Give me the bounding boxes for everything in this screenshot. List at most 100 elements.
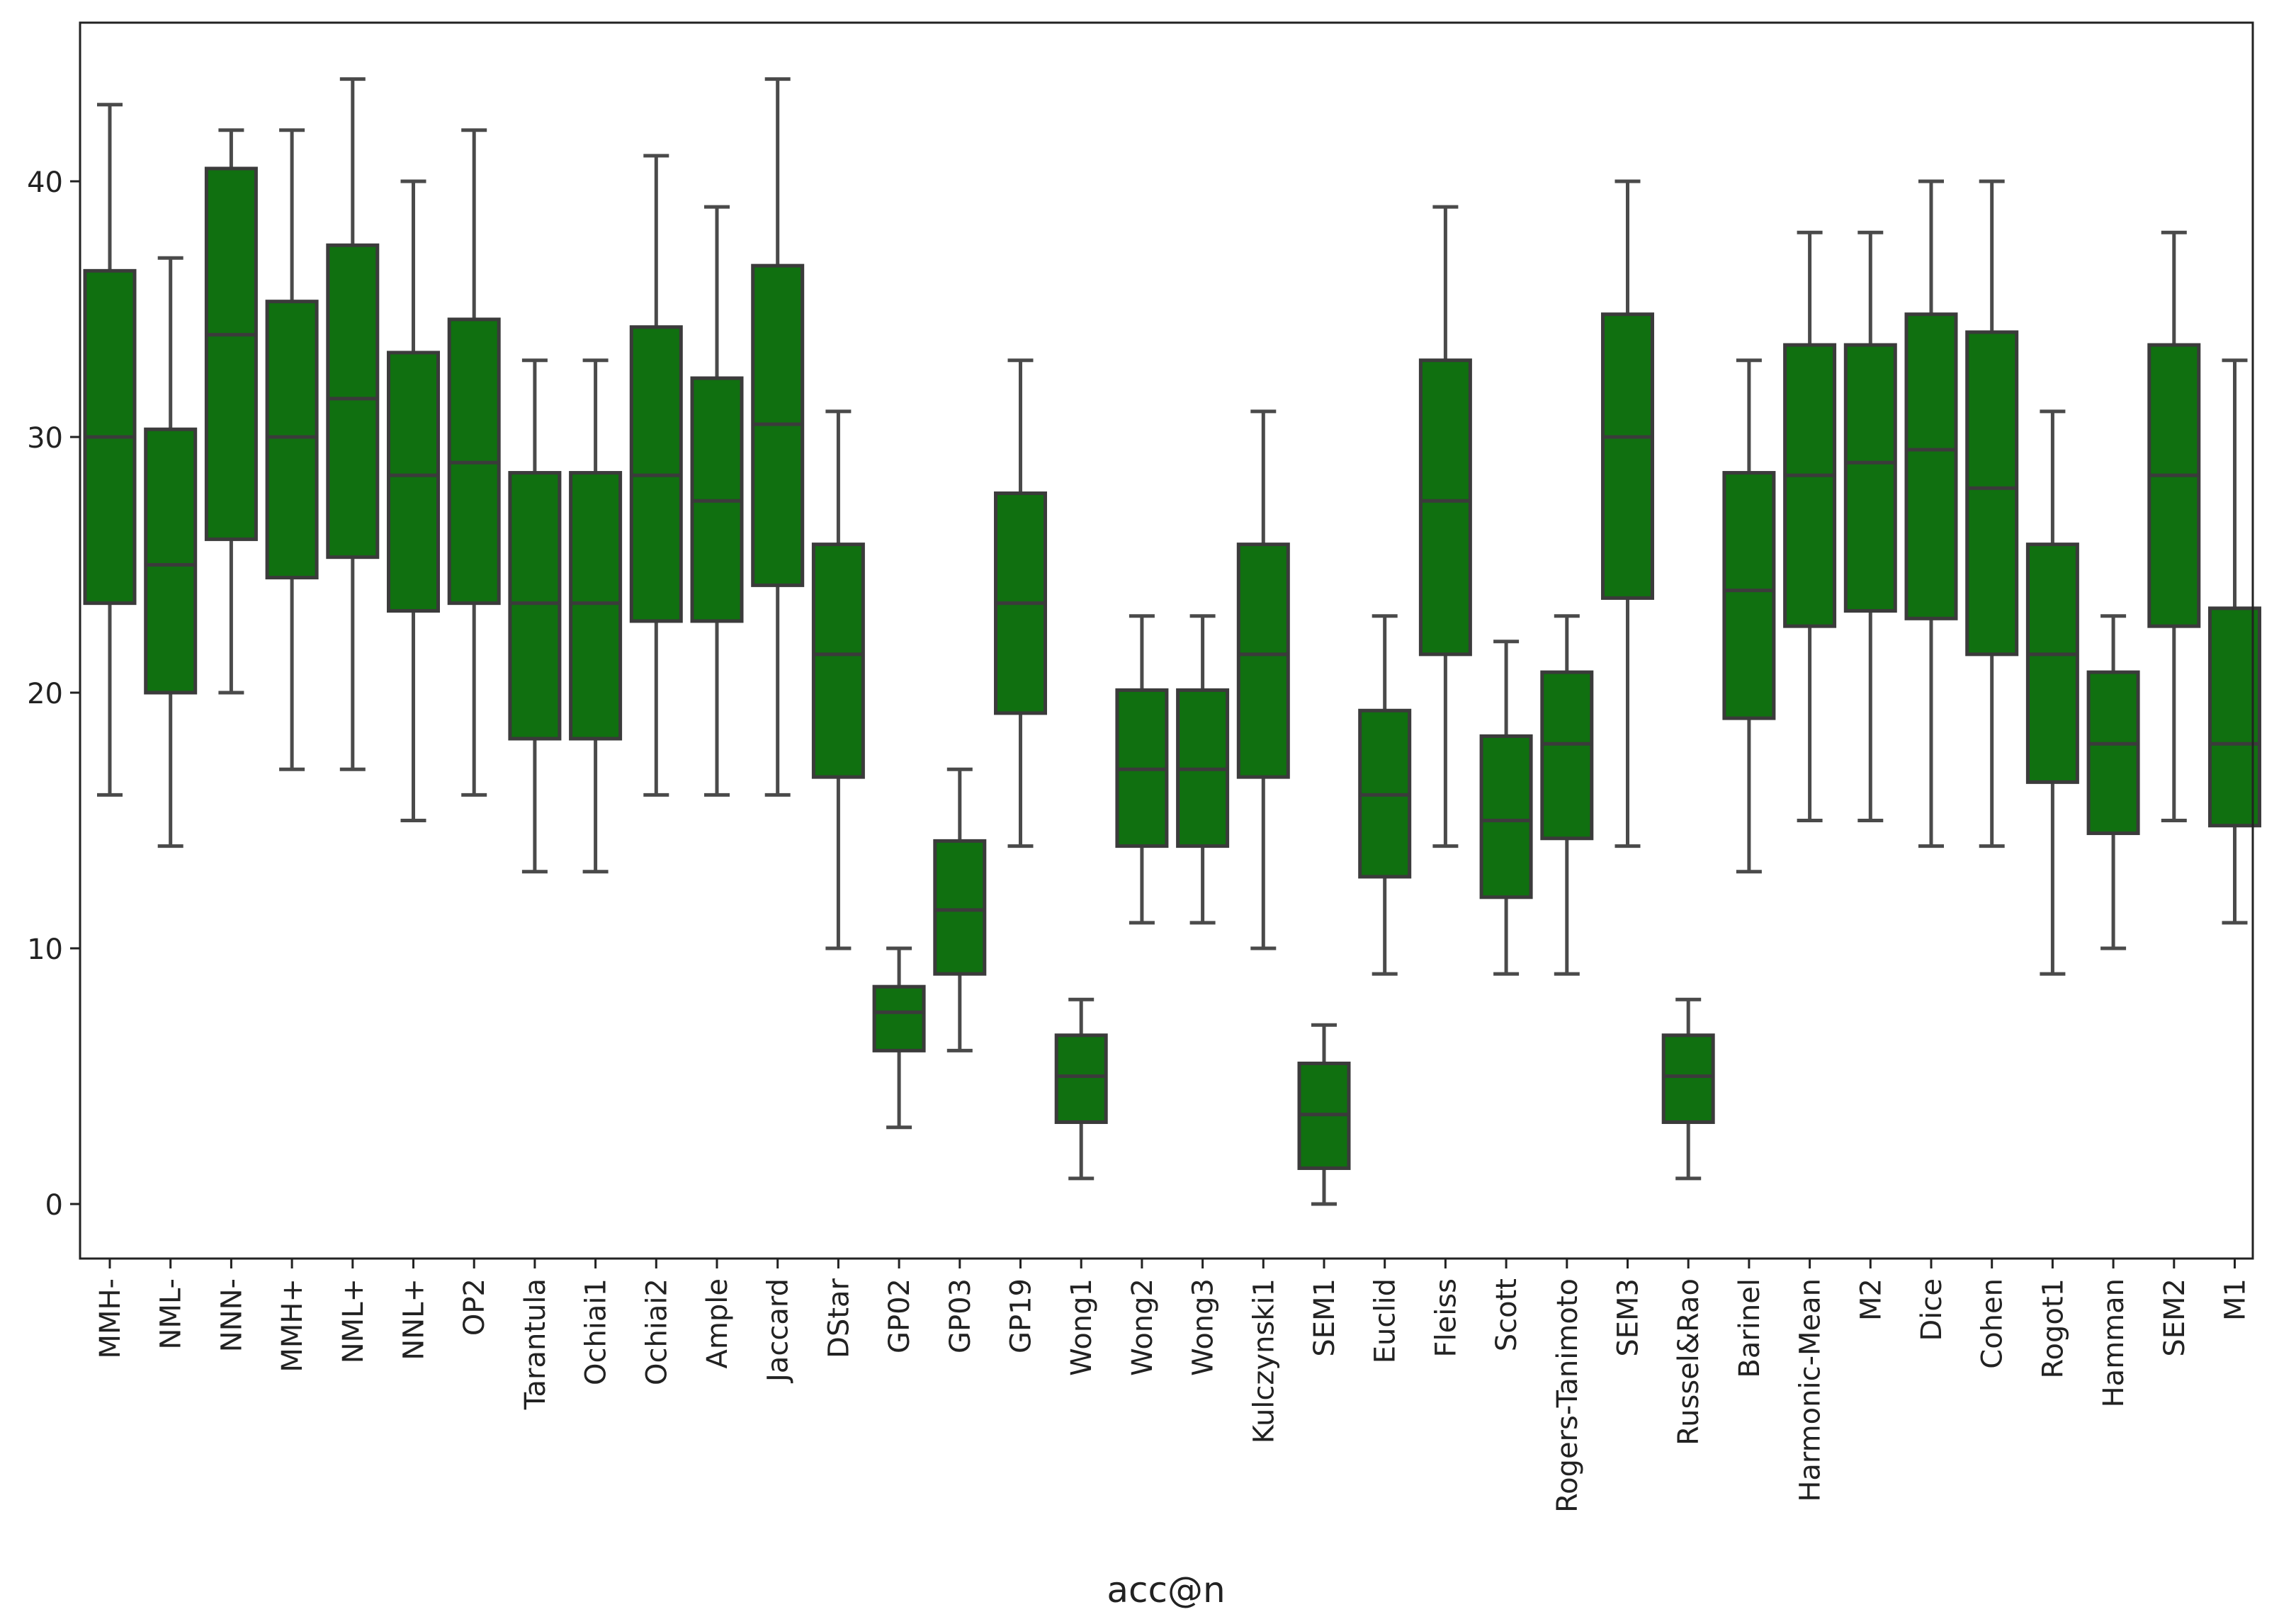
box-Tarantula	[508, 358, 562, 874]
box-iqr	[1722, 471, 1776, 720]
box-Ample	[690, 205, 744, 797]
boxes-layer	[83, 77, 2261, 1206]
x-tick-label: Wong2	[1126, 1278, 1159, 1376]
box-iqr	[2086, 670, 2140, 836]
box-Ochiai1	[569, 358, 623, 874]
box-Rogers-Tanimoto	[1540, 614, 1594, 976]
box-Rogot1	[2025, 409, 2079, 976]
box-iqr	[1661, 1033, 1715, 1124]
box-OP2	[447, 128, 501, 797]
x-tick-label: Hamman	[2098, 1278, 2130, 1407]
box-SEM2	[2147, 230, 2201, 822]
box-iqr	[2147, 343, 2201, 628]
box-Russel&Rao	[1661, 997, 1715, 1181]
x-tick-label: Kulczynski1	[1248, 1278, 1280, 1443]
x-tick-label: Fleiss	[1430, 1278, 1462, 1358]
box-iqr	[508, 471, 562, 741]
x-tick-label: SEM1	[1308, 1278, 1341, 1357]
x-tick-label: Euclid	[1369, 1278, 1402, 1363]
box-DStar	[811, 409, 865, 950]
box-Wong3	[1176, 614, 1230, 925]
box-Ochiai2	[629, 154, 683, 797]
box-SEM3	[1601, 179, 1654, 848]
y-tick-label: 40	[27, 166, 63, 199]
box-iqr	[387, 351, 440, 613]
y-tick-label: 0	[45, 1189, 63, 1222]
box-iqr	[1783, 343, 1837, 628]
box-iqr	[1236, 543, 1290, 779]
box-Barinel	[1722, 358, 1776, 874]
box-iqr	[1904, 312, 1958, 620]
x-tick-label: Rogot1	[2037, 1278, 2069, 1378]
box-iqr	[265, 300, 319, 580]
x-tick-label: GP02	[883, 1278, 916, 1353]
box-iqr	[1479, 734, 1533, 899]
box-M1	[2208, 358, 2261, 925]
box-iqr	[872, 984, 926, 1052]
box-MMH-	[83, 103, 137, 797]
x-tick-label: Russel&Rao	[1673, 1278, 1705, 1446]
box-iqr	[204, 166, 258, 541]
box-NNL+	[387, 179, 440, 822]
x-tick-label: NNN-	[215, 1278, 248, 1352]
box-iqr	[1540, 670, 1594, 841]
x-tick-label: MMH-	[94, 1278, 127, 1359]
x-tick-label: MMH+	[276, 1278, 309, 1373]
x-tick-label: Wong1	[1065, 1278, 1098, 1376]
box-Kulczynski1	[1236, 409, 1290, 950]
box-Fleiss	[1418, 205, 1472, 848]
x-tick-label: Wong3	[1187, 1278, 1220, 1376]
box-iqr	[1601, 312, 1654, 600]
x-tick-label: NML-	[155, 1278, 188, 1349]
box-NNN-	[204, 128, 258, 695]
x-tick-label: NML+	[337, 1278, 370, 1363]
box-GP02	[872, 946, 926, 1130]
y-tick-label: 30	[27, 422, 63, 455]
x-tick-label: M1	[2219, 1278, 2252, 1321]
box-GP03	[933, 767, 987, 1052]
x-tick-label: Harmonic-Mean	[1794, 1278, 1827, 1502]
box-iqr	[569, 471, 623, 741]
box-Hamman	[2086, 614, 2140, 950]
box-NML+	[326, 77, 380, 771]
x-tick-label: Cohen	[1977, 1278, 2009, 1369]
x-tick-label: Tarantula	[519, 1278, 552, 1410]
box-Dice	[1904, 179, 1958, 848]
x-tick-label: OP2	[458, 1278, 491, 1336]
x-axis: MMH- NML- NNN- MMH+ NML+ NNL+ OP2 Tarantula Ochi…	[94, 1259, 2252, 1513]
box-iqr	[326, 243, 380, 560]
box-MMH+	[265, 128, 319, 771]
x-tick-label: Scott	[1491, 1278, 1523, 1351]
box-Wong1	[1054, 997, 1108, 1181]
box-iqr	[1843, 343, 1897, 613]
y-tick-label: 10	[27, 933, 63, 966]
box-iqr	[1418, 358, 1472, 657]
x-axis-label: acc@n	[1107, 1569, 1225, 1611]
box-Jaccard	[751, 77, 805, 797]
box-Wong2	[1115, 614, 1169, 925]
x-tick-label: Ochiai2	[640, 1278, 673, 1385]
box-NML-	[144, 256, 198, 848]
y-axis: 0 10 20 30 40	[27, 166, 80, 1222]
plot-frame	[79, 21, 2254, 1260]
x-tick-label: M2	[1855, 1278, 1887, 1321]
box-Scott	[1479, 640, 1533, 976]
box-iqr	[933, 839, 987, 976]
box-iqr	[2208, 606, 2261, 828]
box-iqr	[144, 427, 198, 695]
x-tick-label: Jaccard	[762, 1278, 795, 1384]
box-iqr	[1054, 1033, 1108, 1124]
box-Cohen	[1965, 179, 2019, 848]
x-tick-label: Barinel	[1734, 1278, 1766, 1378]
box-SEM1	[1297, 1023, 1351, 1206]
x-tick-label: SEM3	[1612, 1278, 1645, 1357]
box-Euclid	[1358, 614, 1412, 976]
x-tick-label: DStar	[822, 1278, 855, 1358]
box-iqr	[811, 543, 865, 779]
box-iqr	[2025, 543, 2079, 784]
x-tick-label: Rogers-Tanimoto	[1551, 1278, 1584, 1513]
box-GP19	[994, 358, 1047, 848]
box-M2	[1843, 230, 1897, 822]
